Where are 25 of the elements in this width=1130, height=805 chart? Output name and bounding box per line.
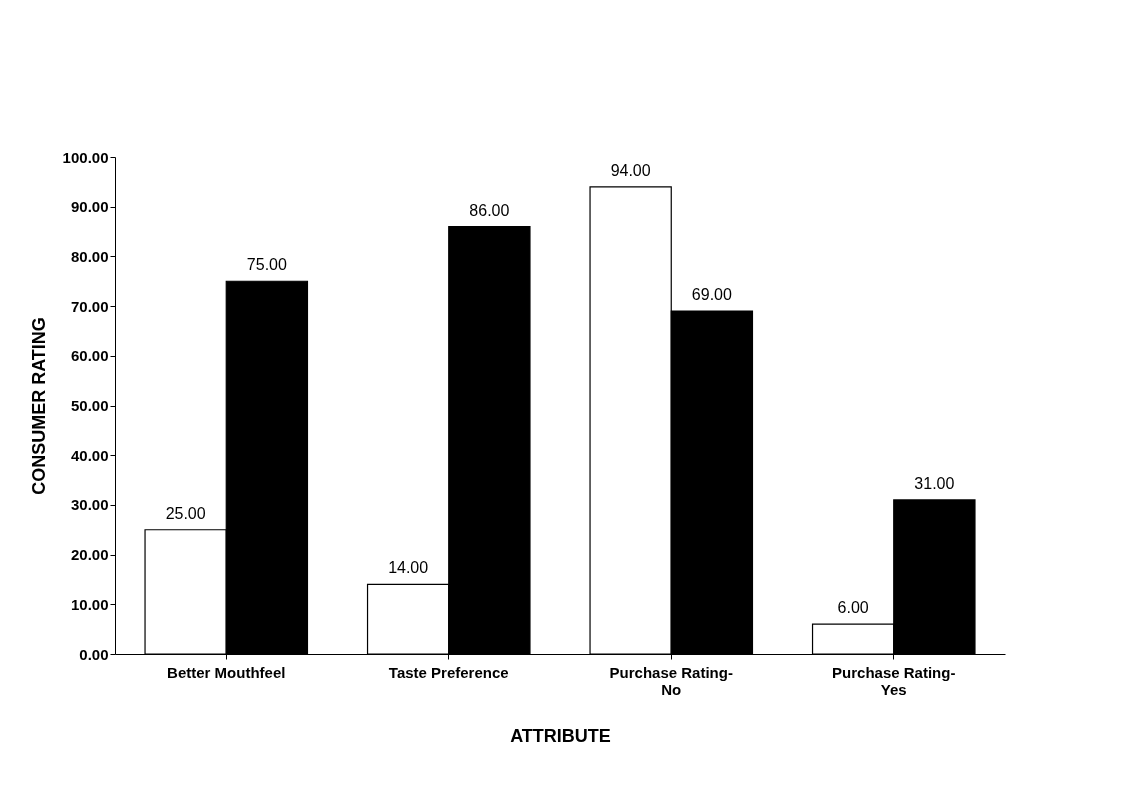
y-tick-label: 90.00 [70, 198, 109, 216]
data-label: 14.00 [388, 559, 429, 577]
y-tick-label: 70.00 [70, 297, 109, 315]
y-tick-label: 10.00 [70, 595, 109, 613]
x-tick-label: Taste Preference [388, 663, 509, 681]
data-label: 86.00 [469, 201, 510, 219]
x-axis-title: ATTRIBUTE [510, 725, 611, 746]
data-label: 94.00 [610, 161, 651, 179]
data-label: 31.00 [914, 474, 955, 492]
data-label: 6.00 [837, 599, 869, 617]
y-axis-title: CONSUMER RATING [28, 317, 49, 495]
data-label: 69.00 [691, 286, 732, 304]
data-label: 75.00 [246, 256, 287, 274]
y-tick-label: 30.00 [70, 496, 109, 514]
y-tick-label: 60.00 [70, 347, 109, 365]
y-tick-label: 40.00 [70, 446, 109, 464]
y-tick-label: 80.00 [70, 247, 109, 265]
y-tick-label: 100.00 [62, 148, 109, 166]
x-tick-label: Purchase Rating-Yes [832, 663, 956, 698]
x-tick-label: Better Mouthfeel [167, 663, 286, 681]
x-tick-label: Purchase Rating-No [609, 663, 733, 698]
y-tick-label: 0.00 [79, 645, 109, 663]
y-tick-label: 20.00 [70, 546, 109, 564]
data-label: 25.00 [165, 504, 206, 522]
y-tick-label: 50.00 [70, 397, 109, 414]
